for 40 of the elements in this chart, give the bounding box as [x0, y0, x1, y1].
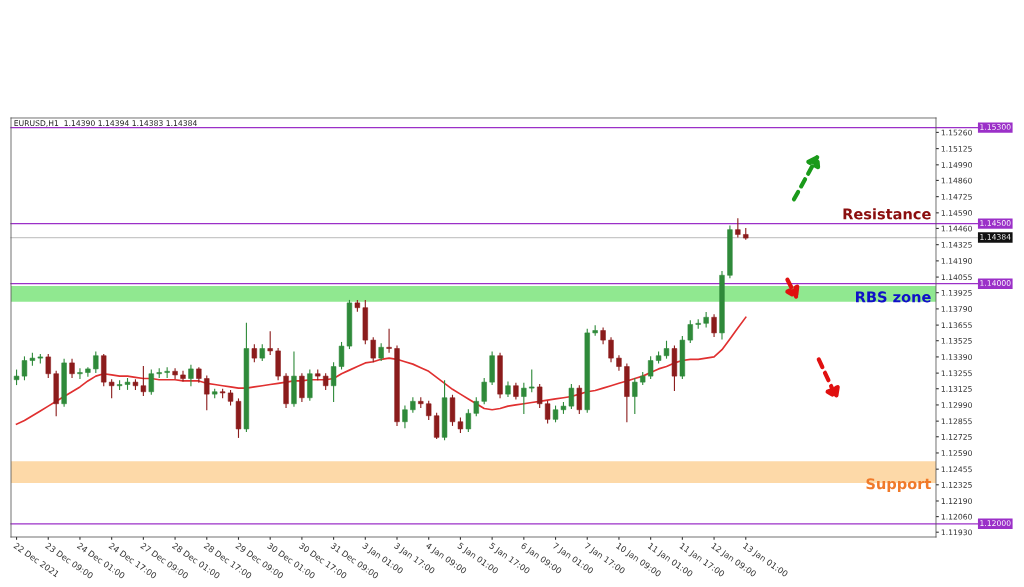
candlestick: [529, 369, 535, 393]
candlestick: [69, 358, 75, 378]
candlestick: [164, 367, 170, 378]
candlestick: [576, 385, 582, 414]
text: RBS zone: [856, 291, 931, 303]
candlestick: [465, 409, 472, 432]
candlestick: [188, 364, 194, 387]
candlestick: [648, 356, 654, 380]
candlestick: [735, 218, 741, 238]
candlestick: [433, 412, 440, 440]
candlestick: [93, 351, 99, 374]
candlestick: [140, 365, 147, 396]
candlestick: [426, 400, 432, 420]
candlestick: [711, 314, 717, 338]
candlestick: [85, 367, 91, 377]
candlestick: [204, 375, 210, 411]
candlestick: [109, 379, 115, 399]
candlestick: [386, 328, 392, 353]
candlestick: [608, 337, 614, 363]
line-series: [15, 316, 747, 425]
candlestick: [568, 383, 575, 410]
text: Support: [866, 478, 932, 493]
candlestick: [77, 368, 83, 380]
candlestick: [703, 311, 709, 328]
candlestick: [544, 400, 551, 424]
candlestick: [148, 369, 154, 395]
candlestick: [632, 377, 638, 414]
candlestick: [172, 368, 178, 380]
candlestick: [687, 320, 693, 344]
candlestick: [180, 370, 186, 382]
candlestick: [45, 353, 51, 378]
candlestick: [402, 405, 408, 429]
candlestick: [267, 331, 273, 356]
candlestick: [473, 397, 479, 417]
candlestick: [370, 337, 376, 363]
candlestick: [521, 382, 527, 414]
text: Resistance: [843, 208, 931, 220]
candlestick: [537, 383, 543, 408]
candlestick: [299, 373, 305, 402]
candlestick: [481, 377, 487, 405]
